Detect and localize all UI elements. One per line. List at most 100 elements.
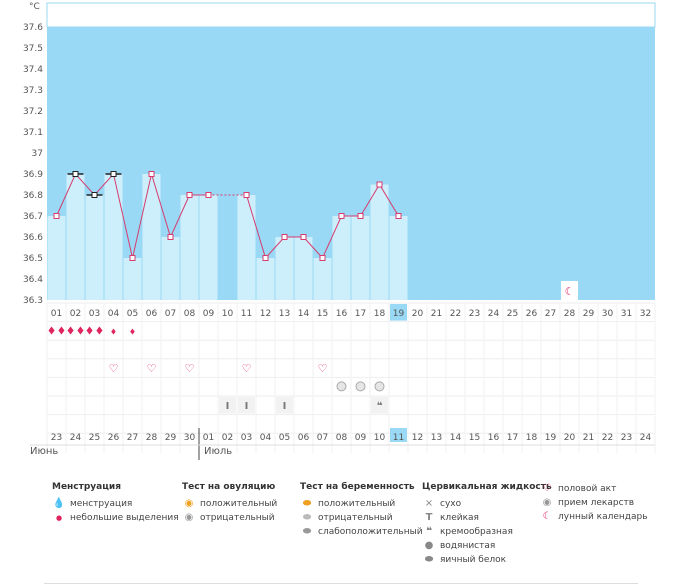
- legend-ovulation: Тест на овуляцию ◉ положительный ◉ отрицат…: [182, 482, 277, 525]
- cycle-day-label: 31: [621, 309, 632, 319]
- temperature-bar: [351, 216, 370, 300]
- legend: Менструация 💧 менструация ● небольшие выде…: [52, 482, 648, 567]
- date-label: 26: [108, 433, 120, 443]
- temperature-bar: [313, 258, 332, 300]
- temperature-point: [357, 213, 364, 219]
- temperature-point: [110, 171, 117, 177]
- drop-heavy-icon: ♦♦: [47, 325, 67, 338]
- date-label: 23: [621, 433, 632, 443]
- comma-icon: ❝: [426, 526, 432, 537]
- date-label: 22: [602, 433, 613, 443]
- y-tick-label: 36.5: [23, 254, 43, 264]
- pill-icon: [355, 381, 366, 392]
- y-tick-label: 37.3: [23, 86, 43, 96]
- date-label: 24: [70, 433, 82, 443]
- cycle-day-label: 12: [260, 309, 271, 319]
- temperature-bar: [180, 195, 199, 300]
- date-label: 17: [507, 433, 518, 443]
- cycle-day-label: 30: [602, 309, 614, 319]
- date-label: 08: [336, 433, 348, 443]
- temperature-point: [376, 181, 383, 188]
- date-label: 18: [526, 433, 538, 443]
- drop-grey-icon: ●: [424, 540, 434, 551]
- pregnancy-negative-icon: ⬬: [302, 512, 312, 523]
- legend-pregnancy-weak-label: слабоположительный: [318, 527, 423, 537]
- y-tick-label: 37.6: [23, 23, 43, 33]
- t-bar-icon: I: [226, 401, 230, 412]
- legend-menstruation: Менструация 💧 менструация ● небольшие выде…: [52, 482, 179, 525]
- pregnancy-weak-icon: ⬬: [302, 526, 312, 537]
- temperature-bar: [294, 237, 313, 300]
- temperature-point: [205, 192, 212, 198]
- date-label: 19: [545, 433, 557, 443]
- date-label: 04: [260, 433, 272, 443]
- y-tick-label: 37.2: [23, 107, 43, 117]
- temperature-bar: [199, 195, 218, 300]
- pill-icon: [374, 381, 385, 392]
- legend-menstruation-title: Менструация: [52, 482, 121, 492]
- date-label: 07: [317, 433, 328, 443]
- y-tick-label: 37.4: [23, 65, 43, 75]
- cycle-day-label: 08: [184, 309, 196, 319]
- cycle-day-label: 21: [431, 309, 442, 319]
- temperature-point: [167, 234, 174, 240]
- t-bar-icon: I: [245, 401, 249, 412]
- cervical-cell: [219, 397, 236, 414]
- date-label: 16: [488, 433, 500, 443]
- chart-top-band: [46, 2, 656, 28]
- pregnancy-positive-icon: ⬬: [302, 498, 312, 509]
- temperature-point: [281, 234, 288, 240]
- legend-creamy-label: кремообразная: [440, 527, 513, 537]
- temperature-point: [148, 171, 155, 177]
- cross-icon: ×: [424, 498, 434, 509]
- cycle-day-label: 18: [374, 309, 386, 319]
- date-label: 05: [279, 433, 290, 443]
- cycle-day-label: 10: [222, 309, 234, 319]
- moon-icon: ☾: [565, 285, 575, 298]
- moon-icon: ☾: [542, 511, 552, 522]
- y-tick-label: 37.5: [23, 44, 43, 54]
- date-label: 03: [241, 433, 252, 443]
- date-label: 15: [469, 433, 480, 443]
- y-tick-label: 36.8: [23, 191, 43, 201]
- t-bar-icon: I: [283, 401, 287, 412]
- bbt-chart: °C 37.6 37.5 37.4 37.3 37.2 37.1 37 36.9 36.8 36.7…: [23, 2, 656, 460]
- cycle-day-label: 16: [336, 309, 348, 319]
- temperature-bar: [142, 174, 161, 300]
- date-label: 27: [127, 433, 138, 443]
- temperature-point: [91, 192, 98, 198]
- temperature-point: [243, 192, 250, 198]
- cycle-day-label: 06: [146, 309, 158, 319]
- heart-icon: ♡: [147, 362, 157, 375]
- cycle-day-label: 19: [393, 309, 405, 319]
- pill-icon: [336, 381, 347, 392]
- date-label: 24: [640, 433, 652, 443]
- cycle-day-label: 03: [89, 309, 100, 319]
- heart-icon: ♡: [109, 362, 119, 375]
- y-tick-label: 36.7: [23, 212, 43, 222]
- temperature-bar: [389, 216, 408, 300]
- legend-medication-label: прием лекарств: [558, 498, 635, 508]
- date-label: 09: [355, 433, 367, 443]
- heart-icon: ♡: [542, 483, 552, 494]
- y-tick-label: 37: [32, 149, 43, 159]
- temperature-bar: [275, 237, 294, 300]
- legend-pregnancy-positive-label: положительный: [318, 499, 396, 509]
- ovulation-negative-icon: ◉: [184, 512, 194, 523]
- month-label-july: Июль: [204, 446, 233, 457]
- date-label: 13: [431, 433, 442, 443]
- legend-ovulation-title: Тест на овуляцию: [182, 482, 276, 492]
- cycle-day-label: 17: [355, 309, 366, 319]
- temperature-bar: [256, 258, 275, 300]
- drop-light-icon: ●: [55, 514, 63, 522]
- legend-intercourse-label: половой акт: [558, 484, 617, 494]
- current-day-highlight: [390, 304, 407, 321]
- y-axis-unit: °C: [29, 2, 40, 12]
- temperature-point: [300, 234, 307, 240]
- cycle-day-label: 05: [127, 309, 138, 319]
- date-label: 21: [583, 433, 594, 443]
- legend-cervical-title: Цервикальная жидкость: [422, 482, 552, 492]
- legend-eggwhite-label: яичный белок: [440, 555, 507, 565]
- temperature-bar: [47, 216, 66, 300]
